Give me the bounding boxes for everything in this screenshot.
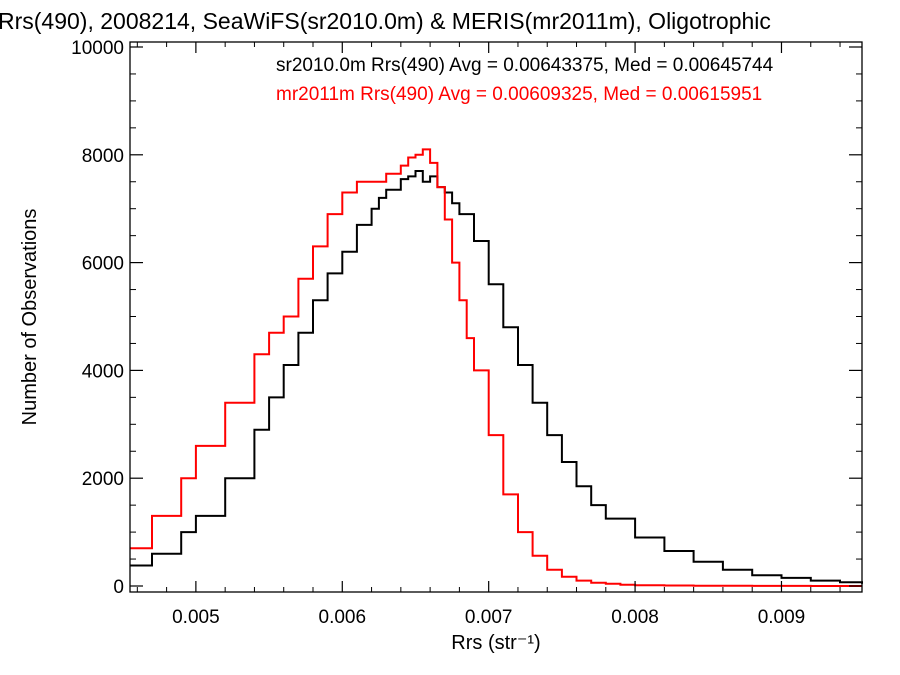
y-axis-label: Number of Observations xyxy=(19,209,41,426)
plot-frame xyxy=(129,41,863,593)
x-tick-label: 0.005 xyxy=(172,607,220,628)
series-layer xyxy=(130,148,863,587)
series-line-1 xyxy=(130,148,862,587)
y-tick-label: 8000 xyxy=(82,146,124,167)
y-axis: 0 2000 4000 6000 8000 10000 xyxy=(71,38,862,598)
x-tick-label: 0.008 xyxy=(611,607,659,628)
y-tick-label: 2000 xyxy=(82,469,124,490)
y-tick-label: 10000 xyxy=(71,38,124,59)
x-tick-label: 0.007 xyxy=(465,607,513,628)
series-line-0 xyxy=(130,170,863,584)
y-tick-label: 0 xyxy=(113,577,124,598)
y-tick-label: 6000 xyxy=(82,254,124,275)
plot-area: 0.005 0.006 0.007 0.008 0.009 0 2000 4000 6000 8… xyxy=(71,38,863,628)
x-axis: 0.005 0.006 0.007 0.008 0.009 xyxy=(136,42,841,628)
x-tick-label: 0.006 xyxy=(319,607,367,628)
x-axis-label: Rrs (str⁻¹) xyxy=(451,632,540,654)
chart-title: Rrs(490), 2008214, SeaWiFS(sr2010.0m) & … xyxy=(0,8,771,34)
x-tick-label: 0.009 xyxy=(758,607,806,628)
y-tick-label: 4000 xyxy=(82,361,124,382)
legend-entry-mr2011m: mr2011m Rrs(490) Avg = 0.00609325, Med =… xyxy=(276,84,762,105)
legend-entry-sr2010: sr2010.0m Rrs(490) Avg = 0.00643375, Med… xyxy=(276,55,774,76)
